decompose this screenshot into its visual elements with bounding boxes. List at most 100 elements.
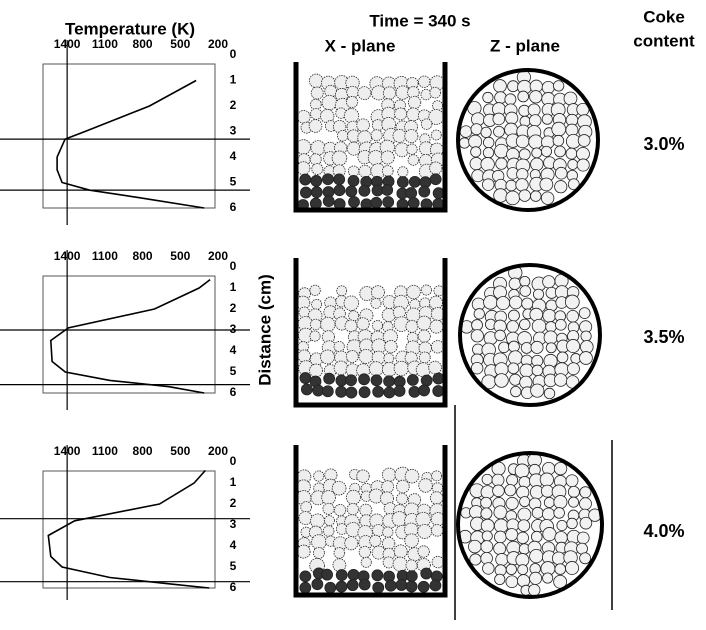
particle <box>579 486 592 499</box>
particle <box>493 79 507 93</box>
particle <box>563 91 578 106</box>
particle <box>370 374 383 387</box>
particle <box>322 502 335 515</box>
particle <box>494 143 509 159</box>
particle <box>531 318 547 334</box>
particle <box>296 110 311 124</box>
particle <box>372 581 385 594</box>
particle-bed <box>293 62 600 213</box>
particle <box>358 348 374 364</box>
y-tick-label: 2 <box>230 98 237 112</box>
x-tick-label: 800 <box>133 249 153 263</box>
coke-content: 4.0% <box>643 521 684 541</box>
particle <box>405 187 418 199</box>
particle <box>308 119 323 133</box>
particle <box>470 329 484 343</box>
plot-frame <box>42 275 216 394</box>
particle <box>431 555 445 569</box>
particle <box>505 496 519 510</box>
particle <box>529 307 544 322</box>
particle <box>371 320 383 332</box>
particle <box>370 129 383 142</box>
particle <box>532 288 545 300</box>
particle <box>579 351 593 365</box>
particle <box>553 495 568 510</box>
particle <box>493 505 508 520</box>
particle <box>506 474 519 487</box>
coke-title: Coke <box>643 7 685 26</box>
particle <box>542 275 556 289</box>
particle <box>541 507 555 521</box>
y-tick-label: 6 <box>230 385 237 399</box>
particle <box>576 158 590 172</box>
particle <box>433 285 445 297</box>
x-tick-label: 1100 <box>92 37 118 51</box>
particle <box>322 525 335 537</box>
particle <box>346 96 359 109</box>
coke-content: 3.5% <box>643 327 684 347</box>
particle <box>504 93 517 106</box>
particle <box>380 150 395 165</box>
particle <box>407 197 420 209</box>
particle <box>492 484 505 498</box>
particle <box>556 519 568 532</box>
particle <box>393 360 410 377</box>
particle <box>308 73 324 89</box>
particle <box>529 571 543 585</box>
particle <box>470 146 482 158</box>
particle <box>312 546 325 559</box>
particle <box>383 375 395 388</box>
particle <box>579 516 593 530</box>
particle <box>504 484 517 497</box>
particle <box>519 318 531 331</box>
particle <box>530 340 544 354</box>
particle <box>431 340 445 354</box>
particle <box>309 363 323 378</box>
particle <box>417 580 430 593</box>
particle <box>296 544 311 559</box>
y-tick-label: 3 <box>230 322 237 336</box>
particle <box>370 196 383 209</box>
particle <box>384 579 397 592</box>
particle <box>392 305 406 319</box>
particle <box>393 544 408 559</box>
particle <box>299 372 312 384</box>
particle <box>359 503 373 517</box>
particle <box>392 556 408 572</box>
particle <box>432 187 445 200</box>
y-tick-label: 6 <box>230 200 237 214</box>
particle <box>496 296 511 311</box>
particle <box>493 542 507 556</box>
particle <box>429 173 442 186</box>
particle <box>356 118 370 132</box>
particle <box>417 545 430 558</box>
particle <box>381 480 395 494</box>
particle <box>471 319 483 331</box>
particle <box>539 472 554 487</box>
particle <box>579 552 592 565</box>
particle <box>299 581 312 594</box>
particle <box>530 383 545 398</box>
y-tick-label: 5 <box>230 559 237 573</box>
particle <box>420 284 432 296</box>
particle <box>333 173 346 186</box>
particle <box>554 166 568 180</box>
particle <box>300 383 313 396</box>
particle <box>517 519 531 532</box>
particle <box>381 165 394 177</box>
particle <box>470 361 484 375</box>
particle <box>369 534 382 547</box>
particle <box>371 569 384 582</box>
y-tick-label: 0 <box>230 47 237 61</box>
x-plane-label: X - plane <box>325 36 396 55</box>
particle <box>531 364 544 377</box>
particle <box>480 507 493 520</box>
particle <box>420 374 433 387</box>
y-tick-label: 2 <box>230 301 237 315</box>
particle <box>482 136 495 149</box>
particle <box>494 91 507 104</box>
time-label: Time = 340 s <box>369 11 470 30</box>
particle <box>300 186 312 199</box>
particle <box>345 374 357 387</box>
particle <box>566 309 580 323</box>
